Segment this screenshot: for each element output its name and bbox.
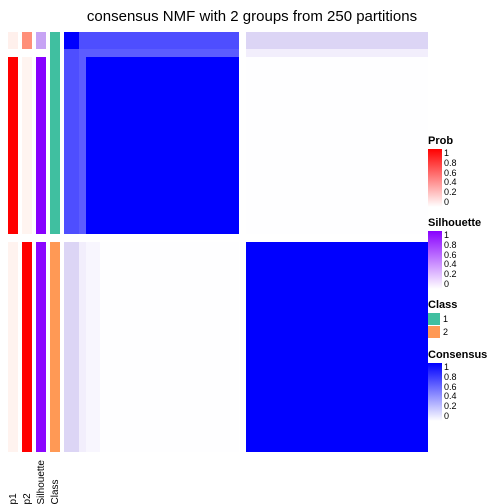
legend-title: Class — [428, 299, 500, 311]
anno-segment — [36, 234, 46, 242]
anno-segment — [50, 32, 60, 234]
anno-col-class — [50, 32, 60, 452]
legend-class: Class 1 2 — [428, 299, 500, 339]
legend-ticks: 10.80.60.40.20 — [444, 231, 457, 289]
legend-tick: 0.4 — [444, 392, 457, 401]
anno-segment — [22, 32, 32, 49]
legend-panel: Prob10.80.60.40.20Silhouette10.80.60.40.… — [428, 135, 500, 431]
heatmap-block — [79, 242, 86, 452]
axis-label-p1: p1 — [8, 460, 18, 504]
heatmap-block — [64, 57, 79, 233]
heatmap-block — [246, 49, 428, 57]
anno-col-silhouette — [36, 32, 46, 452]
legend-tick: 0 — [444, 280, 457, 289]
page-title: consensus NMF with 2 groups from 250 par… — [0, 8, 504, 25]
legend-prob: Prob 10.80.60.40.20 — [428, 135, 500, 207]
annotation-axis-labels: p1p2 Silhouette Class — [8, 460, 60, 504]
legend-tick: 0.6 — [444, 383, 457, 392]
heatmap-block — [100, 242, 238, 452]
heatmap-block — [79, 57, 86, 233]
legend-tick: 0.2 — [444, 270, 457, 279]
legend-tick: 1 — [444, 231, 457, 240]
plot-area — [8, 32, 428, 452]
legend-cat-label: 2 — [443, 327, 448, 337]
anno-segment — [8, 234, 18, 242]
legend-tick: 1 — [444, 363, 457, 372]
anno-col-p2 — [22, 32, 32, 452]
legend-swatch — [428, 313, 440, 325]
legend-tick: 0 — [444, 198, 457, 207]
legend-title: Silhouette — [428, 217, 500, 229]
heatmap-block — [64, 32, 79, 49]
anno-segment — [8, 49, 18, 57]
legend-tick: 0.8 — [444, 159, 457, 168]
anno-segment — [36, 57, 46, 233]
heatmap-block — [246, 57, 428, 233]
legend-tick: 0.4 — [444, 260, 457, 269]
legend-gradient — [428, 149, 442, 207]
legend-silhouette: Silhouette 10.80.60.40.20 — [428, 217, 500, 289]
anno-col-p1 — [8, 32, 18, 452]
legend-tick: 0 — [444, 412, 457, 421]
anno-segment — [8, 242, 18, 452]
legend-cat-row: 2 — [428, 326, 500, 338]
legend-tick: 0.8 — [444, 373, 457, 382]
heatmap-block — [64, 242, 79, 452]
heatmap-block — [79, 49, 239, 57]
anno-segment — [22, 234, 32, 242]
anno-segment — [8, 32, 18, 49]
anno-segment — [22, 49, 32, 57]
legend-gradient — [428, 231, 442, 289]
anno-segment — [36, 242, 46, 452]
anno-segment — [50, 234, 60, 242]
anno-segment — [36, 32, 46, 49]
legend-ticks: 10.80.60.40.20 — [444, 363, 457, 421]
anno-segment — [50, 242, 60, 452]
legend-tick: 1 — [444, 149, 457, 158]
legend-gradient — [428, 363, 442, 421]
legend-title: Prob — [428, 135, 500, 147]
axis-label-p2: p2 — [22, 460, 32, 504]
legend-ticks: 10.80.60.40.20 — [444, 149, 457, 207]
consensus-heatmap — [64, 32, 428, 452]
anno-segment — [36, 49, 46, 57]
legend-cat-label: 1 — [443, 314, 448, 324]
axis-label-class: Class — [50, 460, 60, 504]
heatmap-block — [246, 242, 428, 452]
heatmap-block — [86, 242, 101, 452]
anno-segment — [8, 57, 18, 233]
heatmap-block — [79, 32, 239, 49]
legend-swatch — [428, 326, 440, 338]
anno-segment — [22, 57, 32, 233]
annotation-columns — [8, 32, 60, 452]
legend-tick: 0.6 — [444, 169, 457, 178]
legend-consensus: Consensus 10.80.60.40.20 — [428, 349, 500, 421]
anno-segment — [22, 242, 32, 452]
legend-title: Consensus — [428, 349, 500, 361]
heatmap-block — [86, 57, 239, 233]
legend-tick: 0.2 — [444, 188, 457, 197]
legend-tick: 0.8 — [444, 241, 457, 250]
heatmap-block — [246, 32, 428, 49]
heatmap-block — [64, 49, 79, 57]
legend-tick: 0.6 — [444, 251, 457, 260]
legend-tick: 0.2 — [444, 402, 457, 411]
legend-cat-row: 1 — [428, 313, 500, 325]
axis-label-silhouette: Silhouette — [36, 460, 46, 504]
legend-tick: 0.4 — [444, 178, 457, 187]
